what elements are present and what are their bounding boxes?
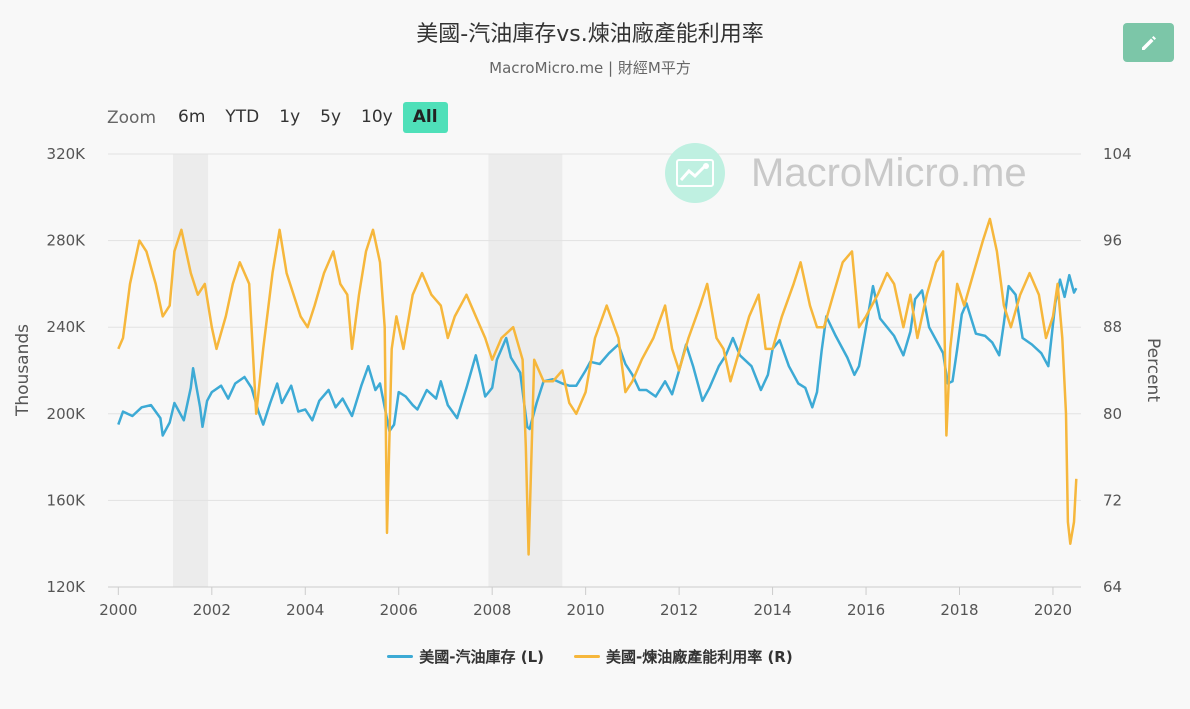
watermark: MacroMicro.me <box>665 143 1027 203</box>
zoom-all-button[interactable]: All <box>402 102 448 133</box>
x-tick-label: 2006 <box>380 601 418 619</box>
legend-item-refinery-utilization[interactable]: 美國-煉油廠產能利用率 (R) <box>574 646 793 667</box>
zoom-1y-button[interactable]: 1y <box>279 107 301 127</box>
x-tick-label: 2008 <box>473 601 511 619</box>
pencil-icon <box>1141 35 1156 50</box>
y-right-tick-label: 96 <box>1103 232 1122 250</box>
x-tick-label: 2018 <box>940 601 978 619</box>
watermark-text: MacroMicro.me <box>751 150 1027 195</box>
y-right-tick-label: 104 <box>1103 145 1132 163</box>
edit-button[interactable] <box>1123 23 1174 62</box>
x-tick-label: 2016 <box>847 601 885 619</box>
y-left-tick-label: 120K <box>47 578 87 596</box>
recession-band <box>488 154 563 587</box>
y-axis-right-title: Percent <box>1143 338 1163 402</box>
zoom-label: Zoom <box>107 107 157 128</box>
y-right-tick-label: 64 <box>1103 578 1122 596</box>
legend-label-gasoline: 美國-汽油庫存 (L) <box>419 648 544 666</box>
x-tick-label: 2002 <box>193 601 231 619</box>
x-tick-label: 2000 <box>99 601 137 619</box>
zoom-selector: Zoom 6m YTD 1y 5y 10y All <box>107 101 448 134</box>
zoom-ytd-button[interactable]: YTD <box>225 107 260 127</box>
y-left-tick-label: 160K <box>47 491 87 509</box>
y-axis-left-title: Thousands <box>13 324 33 417</box>
legend-swatch-gasoline <box>387 655 414 658</box>
chart-trend-icon <box>665 143 725 203</box>
y-right-tick-label: 80 <box>1103 405 1122 423</box>
recession-band <box>173 154 209 587</box>
x-tick-label: 2014 <box>753 601 791 619</box>
zoom-6m-button[interactable]: 6m <box>178 107 206 127</box>
chart-legend: 美國-汽油庫存 (L) 美國-煉油廠產能利用率 (R) <box>0 646 1180 667</box>
x-tick-label: 2004 <box>286 601 324 619</box>
x-tick-label: 2012 <box>660 601 698 619</box>
y-right-tick-label: 88 <box>1103 318 1122 336</box>
zoom-10y-button[interactable]: 10y <box>361 107 393 127</box>
legend-label-refinery: 美國-煉油廠產能利用率 (R) <box>606 648 793 666</box>
series-line-refinery-utilization <box>117 217 1078 556</box>
chart-subtitle: MacroMicro.me | 財經M平方 <box>489 59 691 77</box>
legend-swatch-refinery <box>574 655 600 658</box>
chart-title: 美國-汽油庫存vs.煉油廠產能利用率 <box>416 22 764 47</box>
x-tick-label: 2020 <box>1034 601 1072 619</box>
y-left-tick-label: 320K <box>47 145 87 163</box>
zoom-5y-button[interactable]: 5y <box>320 107 342 127</box>
y-left-tick-label: 280K <box>47 232 87 250</box>
legend-item-gasoline-inventory[interactable]: 美國-汽油庫存 (L) <box>387 646 544 667</box>
chart-plot: 2000 2002 2004 2006 2008 2010 2012 2014 2016 2018… <box>13 145 1163 619</box>
x-tick-label: 2010 <box>567 601 605 619</box>
y-right-tick-label: 72 <box>1103 491 1122 509</box>
y-left-tick-label: 240K <box>47 318 87 336</box>
y-left-tick-label: 200K <box>47 405 87 423</box>
